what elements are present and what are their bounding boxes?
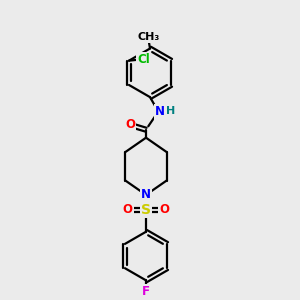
Text: O: O: [123, 203, 133, 216]
Text: O: O: [159, 203, 169, 216]
Text: S: S: [141, 203, 151, 217]
Text: CH₃: CH₃: [137, 32, 160, 41]
Text: F: F: [142, 285, 150, 298]
Text: H: H: [166, 106, 176, 116]
Text: Cl: Cl: [137, 53, 150, 66]
Text: N: N: [141, 188, 151, 201]
Text: O: O: [125, 118, 135, 131]
Text: N: N: [155, 106, 165, 118]
